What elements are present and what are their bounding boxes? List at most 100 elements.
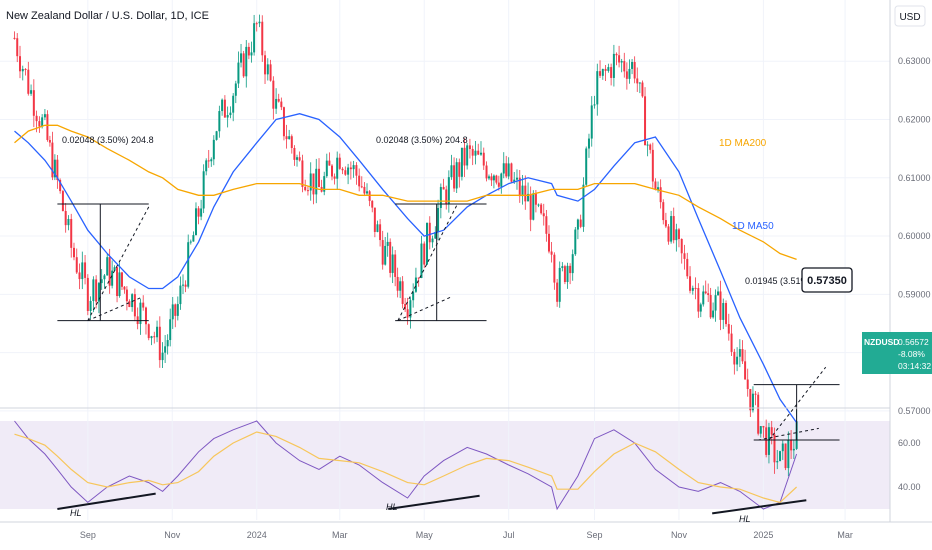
candle-body [182, 284, 185, 286]
candle-body [150, 336, 153, 339]
candle-body [156, 326, 159, 338]
candle-body [697, 288, 700, 312]
candle-body [542, 213, 545, 217]
candle-body [754, 393, 757, 395]
time-tick-label: May [416, 530, 434, 540]
ma50-line [14, 113, 798, 423]
candle-body [717, 291, 720, 296]
candle-body [474, 150, 477, 156]
candle-body [420, 243, 423, 279]
candle-body [689, 276, 692, 291]
candle-body [205, 160, 208, 172]
rsi-axis[interactable]: 40.00 60.00 [898, 438, 921, 492]
candle-body [463, 147, 466, 166]
candle-body [280, 101, 283, 108]
candle-body [649, 144, 652, 150]
candle-body [714, 295, 717, 311]
candle-body [194, 208, 197, 236]
time-axis[interactable]: Sep Nov 2024 Mar May Jul Sep Nov 2025 Mar [80, 530, 853, 540]
candle-body [574, 229, 577, 255]
candle-body [200, 208, 203, 217]
candle-body [376, 224, 379, 232]
candle-body [394, 254, 397, 277]
gridlines [0, 0, 890, 520]
candle-body [38, 121, 41, 127]
price-tick-label: 0.59000 [898, 289, 931, 299]
candle-body [513, 179, 516, 182]
candle-body [111, 270, 114, 286]
currency-button-label[interactable]: USD [899, 12, 920, 23]
candle-body [341, 168, 344, 171]
time-tick-label: Jul [503, 530, 515, 540]
candle-body [468, 145, 471, 149]
candle-body [13, 37, 16, 39]
candle-body [64, 210, 67, 226]
candle-body [455, 162, 458, 189]
candle-body [139, 302, 142, 325]
candle-body [553, 254, 556, 283]
candle-body [545, 216, 548, 234]
candle-body [550, 251, 553, 255]
candle-body [358, 175, 361, 187]
candle-body [197, 208, 200, 217]
candle-body [192, 235, 195, 242]
candle-body [762, 426, 765, 428]
drawings-layer [57, 203, 840, 515]
candle-body [540, 204, 543, 214]
candle-body [103, 275, 106, 280]
candle-body [547, 233, 550, 252]
candle-body [730, 333, 733, 352]
candle-body [590, 105, 593, 139]
candle-body [234, 83, 237, 96]
candle-body [434, 231, 437, 239]
candle-body [46, 114, 49, 140]
candle-body [21, 68, 24, 72]
candle-body [237, 62, 240, 84]
candle-body [529, 193, 532, 220]
candle-body [487, 176, 490, 179]
candle-body [120, 272, 123, 287]
candle-body [500, 173, 503, 187]
candle-body [338, 157, 341, 169]
currency-button[interactable] [894, 5, 926, 27]
candle-body [212, 139, 215, 160]
candle-body [532, 193, 535, 220]
chart-title: New Zealand Dollar / U.S. Dollar, 1D, IC… [6, 10, 209, 22]
candle-body [477, 150, 480, 155]
candle-body [189, 241, 192, 243]
price-tag-background [862, 332, 932, 374]
measure-label-1: 0.02048 (3.50%) 204.8 [62, 135, 154, 145]
candle-body [607, 67, 610, 71]
candle-body [466, 145, 469, 166]
candle-body [95, 279, 98, 302]
candle-body [460, 147, 463, 177]
candle-body [27, 69, 30, 94]
candle-body [323, 176, 326, 192]
candle-body [43, 114, 46, 118]
candle-body [725, 303, 728, 325]
price-tag-symbol: NZDUSD [864, 337, 899, 347]
candle-body [502, 163, 505, 174]
candle-body [336, 157, 339, 179]
candle-body [232, 95, 235, 113]
candle-body [396, 276, 399, 291]
candle-body [169, 319, 172, 341]
candle-body [296, 157, 299, 160]
candle-body [694, 287, 697, 289]
candle-body [406, 309, 409, 318]
candle-body [604, 68, 607, 71]
candle-body [558, 267, 561, 302]
candle-body [264, 55, 267, 75]
candle-body [447, 177, 450, 204]
candle-body [59, 179, 62, 192]
candle-body [482, 152, 485, 166]
candle-body [471, 148, 474, 156]
candle-body [288, 136, 291, 140]
rsi-ma-line [14, 431, 798, 504]
candle-body [106, 257, 109, 276]
price-tick-label: 0.61000 [898, 173, 931, 183]
candle-body [384, 245, 387, 265]
candle-body [269, 64, 272, 81]
candle-body [352, 165, 355, 170]
